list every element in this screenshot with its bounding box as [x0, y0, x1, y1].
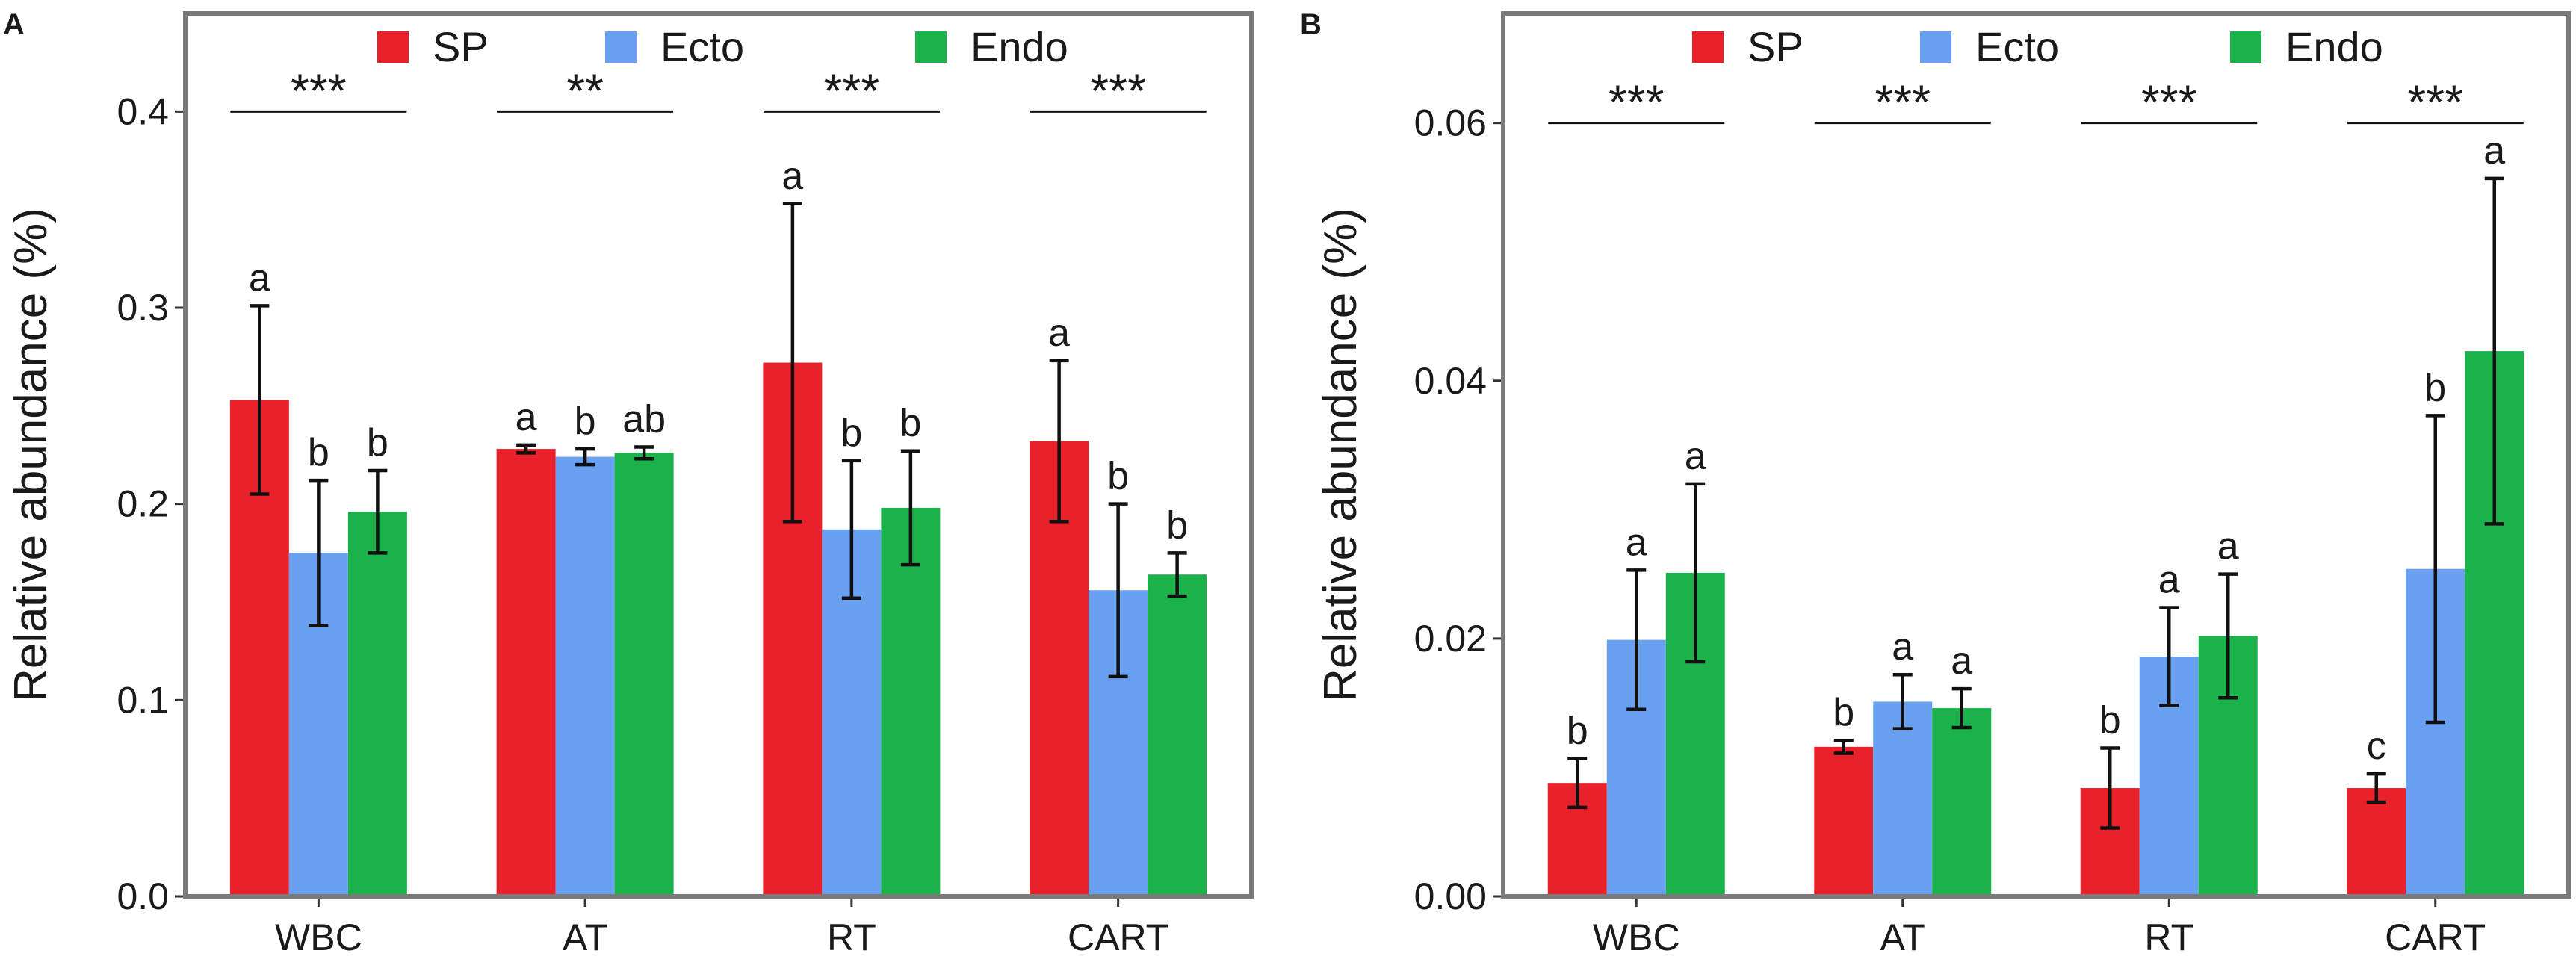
plot-frame [183, 11, 1254, 899]
significance-letter: b [1833, 691, 1854, 734]
bar-ecto-at [1873, 701, 1933, 896]
significance-letter: a [249, 256, 270, 300]
bar-sp-cart [2347, 788, 2406, 896]
significance-letter: ab [622, 397, 666, 441]
y-tick-label: 0.1 [117, 679, 169, 721]
significance-letter: c [2367, 725, 2386, 768]
significance-letter: b [308, 431, 329, 474]
significance-letter: a [515, 396, 537, 439]
significance-letter: b [1107, 455, 1129, 498]
legend-swatch-ecto [605, 31, 637, 63]
significance-letter: a [2483, 129, 2505, 173]
legend-label-endo: Endo [2285, 23, 2383, 70]
significance-letter: b [2099, 699, 2121, 742]
significance-letter: a [1951, 639, 1972, 683]
significance-letter: a [1626, 521, 1647, 564]
significance-stars: *** [1874, 75, 1931, 129]
significance-letter: a [1685, 435, 1706, 478]
significance-letter: a [1892, 625, 1913, 668]
bar-endo-cart [1148, 574, 1207, 896]
bar-sp-at [1814, 746, 1874, 896]
x-tick-label: AT [563, 916, 607, 958]
y-tick-label: 0.06 [1414, 102, 1487, 144]
significance-letter: a [781, 155, 803, 198]
x-tick-label: WBC [275, 916, 362, 958]
significance-stars: *** [1609, 75, 1665, 129]
significance-letter: b [2424, 366, 2446, 409]
y-axis-label: Relative abundance (%) [1315, 208, 1366, 702]
x-tick-label: RT [2144, 916, 2193, 958]
panel-a: A 0.0 0.1 0.2 0.3 0.4 Relative abundance (%) a… [3, 8, 1254, 958]
y-tick-label: 0.3 [117, 287, 169, 329]
y-tick-label: 0.4 [117, 90, 169, 132]
bar-sp-at [496, 449, 556, 896]
x-tick-label: CART [2385, 916, 2486, 958]
significance-stars: *** [2407, 75, 2463, 129]
significance-letter: a [2158, 558, 2180, 601]
bar-endo-at [1932, 708, 1992, 896]
panel-label-b: B [1300, 8, 1322, 41]
y-tick-label: 0.2 [117, 483, 169, 525]
y-tick-label: 0.02 [1414, 618, 1487, 660]
y-tick-label: 0.04 [1414, 360, 1487, 402]
significance-stars: ** [566, 63, 604, 117]
y-tick-label: 0.0 [117, 875, 169, 917]
y-axis-label: Relative abundance (%) [5, 208, 57, 702]
bar-endo-at [614, 453, 674, 896]
legend-label-sp: SP [1747, 23, 1803, 70]
y-tick-label: 0.00 [1414, 875, 1487, 917]
significance-stars: *** [1090, 63, 1146, 117]
significance-stars: *** [2141, 75, 2197, 129]
legend-swatch-sp [377, 31, 409, 63]
significance-letter: b [840, 412, 862, 455]
panel-label-a: A [3, 8, 25, 41]
significance-letter: b [1567, 709, 1588, 752]
bar-ecto-at [555, 456, 615, 896]
significance-letter: a [1048, 311, 1070, 355]
significance-stars: *** [291, 63, 347, 117]
x-tick-label: AT [1880, 916, 1925, 958]
legend-label-sp: SP [433, 23, 489, 70]
significance-letter: a [2217, 525, 2239, 568]
legend-swatch-endo [2230, 31, 2261, 63]
x-tick-label: WBC [1593, 916, 1680, 958]
bar-endo-rt [881, 507, 941, 896]
significance-letter: b [367, 421, 388, 465]
panel-b: B 0.00 0.02 0.04 0.06 Relative abundance (%)… [1300, 8, 2571, 958]
legend-swatch-endo [915, 31, 947, 63]
significance-letter: b [1166, 503, 1188, 547]
legend-label-ecto: Ecto [1975, 23, 2059, 70]
significance-stars: *** [824, 63, 880, 117]
x-tick-label: CART [1068, 916, 1168, 958]
legend-swatch-sp [1692, 31, 1724, 63]
legend-label-ecto: Ecto [660, 23, 744, 70]
legend-label-endo: Endo [970, 23, 1068, 70]
x-tick-label: RT [827, 916, 876, 958]
significance-letter: b [900, 402, 921, 445]
significance-letter: b [575, 400, 596, 443]
plot-frame [1501, 11, 2571, 899]
legend-swatch-ecto [1920, 31, 1951, 63]
bar-endo-wbc [347, 512, 407, 896]
